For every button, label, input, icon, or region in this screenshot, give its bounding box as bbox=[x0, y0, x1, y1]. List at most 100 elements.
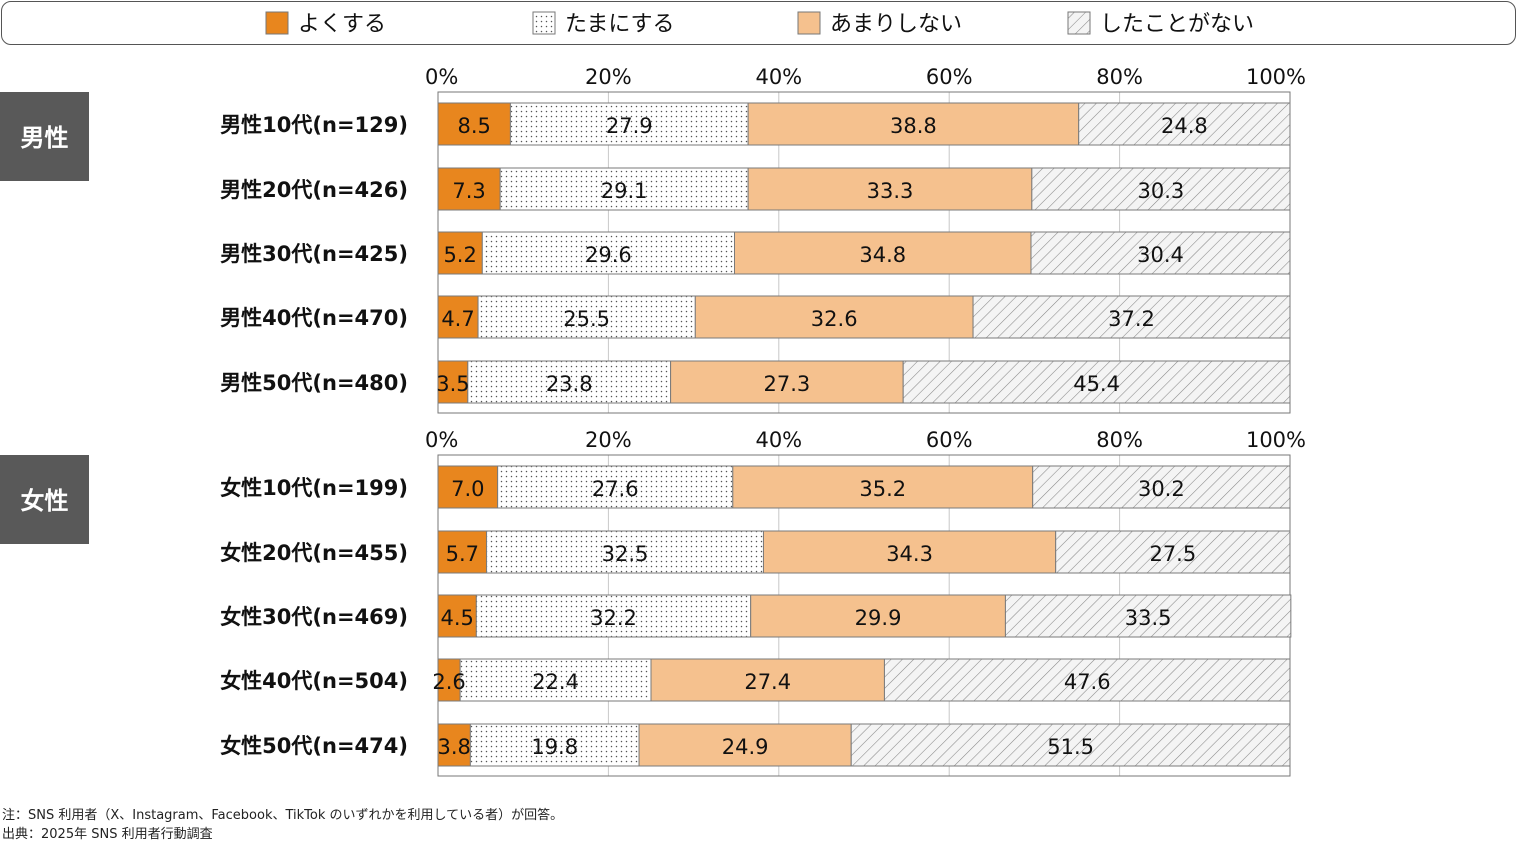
row-label: 女性30代(n=469) bbox=[220, 605, 408, 629]
x-tick-label: 40% bbox=[755, 65, 802, 89]
data-label: 27.4 bbox=[744, 670, 791, 694]
bar-segment-1 bbox=[437, 167, 501, 211]
data-label: 32.2 bbox=[590, 606, 637, 630]
row-label: 男性20代(n=426) bbox=[220, 178, 408, 202]
data-label: 5.7 bbox=[446, 542, 479, 566]
data-label: 8.5 bbox=[458, 114, 491, 138]
row-label: 女性50代(n=474) bbox=[220, 734, 408, 758]
bar-segment-1 bbox=[437, 465, 499, 509]
data-label: 24.9 bbox=[722, 735, 769, 759]
data-label: 37.2 bbox=[1108, 307, 1155, 331]
data-label: 30.3 bbox=[1138, 179, 1185, 203]
x-tick-label: 60% bbox=[926, 428, 973, 452]
bar-segment-3 bbox=[694, 295, 974, 339]
data-label: 33.3 bbox=[867, 179, 914, 203]
legend-label-4: したことがない bbox=[1100, 12, 1254, 37]
data-label: 29.1 bbox=[601, 179, 648, 203]
bar-segment-1 bbox=[437, 231, 483, 275]
data-label: 32.6 bbox=[811, 307, 858, 331]
legend-swatch-3 bbox=[797, 11, 821, 35]
x-tick-label: 20% bbox=[585, 428, 632, 452]
bar-segment-3 bbox=[750, 594, 1006, 638]
notes: 注：SNS 利用者（X、Instagram、Facebook、TikTok のい… bbox=[2, 806, 563, 844]
data-label: 45.4 bbox=[1073, 372, 1120, 396]
legend-swatch-1 bbox=[265, 11, 289, 35]
bar-segment-3 bbox=[732, 465, 1034, 509]
data-label: 33.5 bbox=[1125, 606, 1172, 630]
x-tick-label: 80% bbox=[1096, 428, 1143, 452]
bar-segment-4 bbox=[850, 723, 1291, 767]
data-label: 7.0 bbox=[451, 477, 484, 501]
x-tick-label: 40% bbox=[755, 428, 802, 452]
bar-segment-2 bbox=[481, 231, 735, 275]
bar-segment-3 bbox=[670, 360, 904, 404]
bar-segment-3 bbox=[733, 231, 1032, 275]
legend-swatch-4 bbox=[1067, 11, 1091, 35]
group-label-2: 女性 bbox=[21, 487, 69, 515]
row-label: 男性40代(n=470) bbox=[220, 306, 408, 330]
source-text: 出典：2025年 SNS 利用者行動調査 bbox=[2, 827, 213, 842]
data-label: 47.6 bbox=[1064, 670, 1111, 694]
data-label: 19.8 bbox=[531, 735, 578, 759]
bar-segment-2 bbox=[486, 530, 764, 574]
data-label: 27.3 bbox=[764, 372, 811, 396]
data-label: 34.3 bbox=[886, 542, 933, 566]
legend-label-3: あまりしない bbox=[830, 12, 962, 37]
bar-segment-2 bbox=[497, 465, 734, 509]
data-label: 4.7 bbox=[441, 307, 474, 331]
data-label: 30.2 bbox=[1138, 477, 1185, 501]
bar-segment-4 bbox=[1078, 102, 1291, 146]
bar-segment-2 bbox=[477, 295, 696, 339]
data-label: 4.5 bbox=[440, 606, 473, 630]
bar-segment-1 bbox=[437, 723, 471, 767]
data-label: 24.8 bbox=[1161, 114, 1208, 138]
row-label: 女性10代(n=199) bbox=[220, 476, 408, 500]
bar-segment-4 bbox=[1055, 530, 1291, 574]
data-label: 29.6 bbox=[585, 243, 632, 267]
data-label: 32.5 bbox=[602, 542, 649, 566]
row-label: 女性40代(n=504) bbox=[220, 669, 408, 693]
bar-segment-4 bbox=[972, 295, 1291, 339]
data-label: 3.5 bbox=[436, 372, 469, 396]
bar-segment-2 bbox=[475, 594, 752, 638]
bar-segment-2 bbox=[469, 723, 640, 767]
x-tick-label: 100% bbox=[1246, 65, 1306, 89]
group-badge-1 bbox=[0, 92, 89, 181]
data-label: 22.4 bbox=[532, 670, 579, 694]
x-tick-label: 0% bbox=[425, 428, 458, 452]
data-label: 30.4 bbox=[1137, 243, 1184, 267]
bar-segment-4 bbox=[902, 360, 1291, 404]
x-tick-label: 0% bbox=[425, 65, 458, 89]
bar-segment-4 bbox=[1032, 465, 1291, 509]
bar-segment-1 bbox=[437, 594, 477, 638]
bar-segment-3 bbox=[762, 530, 1057, 574]
data-label: 27.9 bbox=[606, 114, 653, 138]
data-label: 35.2 bbox=[859, 477, 906, 501]
bar-segment-4 bbox=[1004, 594, 1292, 638]
group-label-1: 男性 bbox=[21, 124, 69, 152]
legend-swatch-2 bbox=[532, 11, 556, 35]
bar-segment-4 bbox=[1030, 231, 1291, 275]
x-tick-label: 100% bbox=[1246, 428, 1306, 452]
legend-label-1: よくする bbox=[298, 12, 386, 37]
bar-segment-1 bbox=[437, 295, 479, 339]
note-text: 注：SNS 利用者（X、Instagram、Facebook、TikTok のい… bbox=[2, 808, 564, 823]
bar-segment-2 bbox=[499, 167, 749, 211]
data-label: 34.8 bbox=[859, 243, 906, 267]
bar-segment-1 bbox=[437, 360, 469, 404]
x-tick-label: 20% bbox=[585, 65, 632, 89]
bar-segment-2 bbox=[467, 360, 672, 404]
bar-segment-3 bbox=[650, 658, 885, 702]
data-label: 25.5 bbox=[563, 307, 610, 331]
bar-segment-3 bbox=[638, 723, 852, 767]
row-label: 女性20代(n=455) bbox=[220, 541, 408, 565]
row-label: 男性10代(n=129) bbox=[220, 113, 408, 137]
data-label: 27.5 bbox=[1149, 542, 1196, 566]
group-badge-2 bbox=[0, 455, 89, 544]
data-label: 7.3 bbox=[452, 179, 485, 203]
data-label: 3.8 bbox=[437, 735, 470, 759]
data-label: 38.8 bbox=[890, 114, 937, 138]
legend-box bbox=[1, 1, 1516, 45]
row-label: 男性50代(n=480) bbox=[220, 371, 408, 395]
bar-segment-4 bbox=[1031, 167, 1291, 211]
